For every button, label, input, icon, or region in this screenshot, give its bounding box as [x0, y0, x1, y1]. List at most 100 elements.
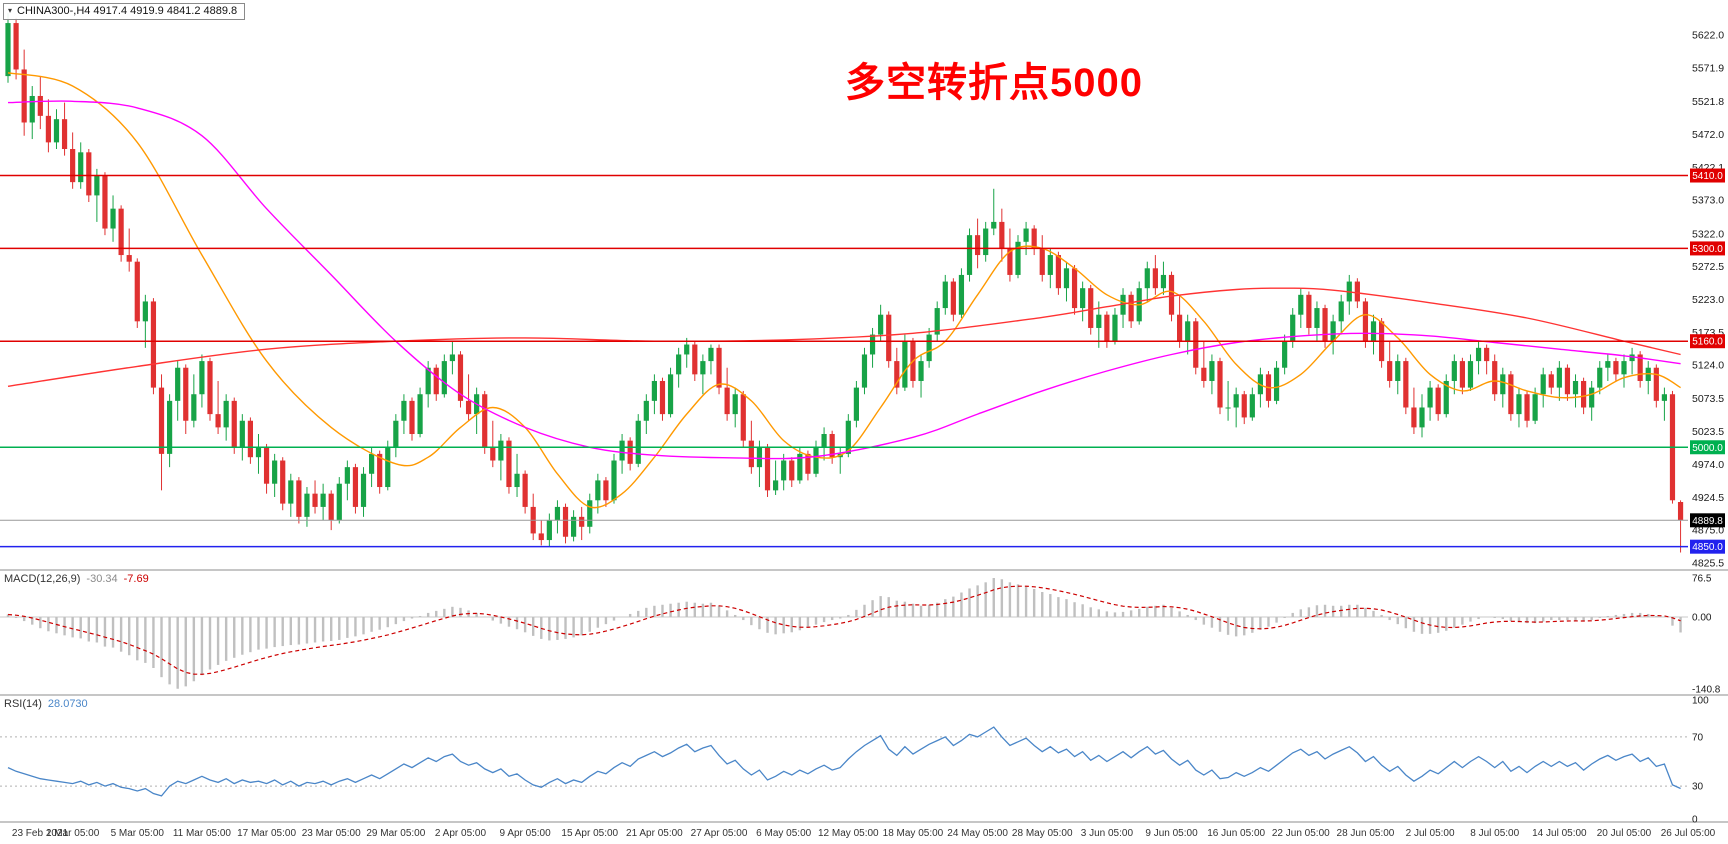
axis-label: 100 — [1692, 696, 1709, 707]
candle — [288, 473, 294, 517]
candle — [587, 493, 593, 534]
candle — [70, 132, 76, 189]
candle — [498, 434, 504, 481]
rsi-value: 28.0730 — [47, 698, 88, 710]
candle — [110, 195, 116, 242]
candle — [579, 506, 585, 541]
candle — [1144, 261, 1150, 302]
candle — [167, 394, 173, 468]
candle — [1661, 387, 1667, 421]
candle — [837, 447, 843, 474]
candle — [1508, 371, 1514, 421]
axis-label: 5300.0 — [1692, 244, 1723, 255]
candle — [732, 387, 738, 428]
time-axis-label: 24 May 05:00 — [947, 828, 1008, 839]
candle — [312, 480, 318, 514]
candle — [538, 520, 544, 546]
candle — [651, 374, 657, 415]
candle — [1152, 255, 1158, 295]
candle — [158, 374, 165, 491]
candle — [1459, 357, 1465, 395]
time-axis-label: 8 Jul 05:00 — [1470, 828, 1519, 839]
axis-label: 5571.9 — [1692, 63, 1724, 75]
candle — [522, 470, 528, 514]
candle — [781, 453, 787, 491]
candle — [280, 457, 286, 511]
level-price-badge — [1690, 168, 1725, 183]
candle — [1031, 225, 1037, 256]
rsi-indicator-label: RSI(14) 28.0730 — [4, 698, 94, 710]
candle — [102, 172, 108, 236]
candle — [1524, 390, 1530, 428]
candle — [659, 377, 666, 421]
candle — [134, 258, 140, 328]
candle — [869, 327, 876, 368]
candle — [191, 374, 197, 428]
candle — [797, 447, 803, 484]
candle — [1427, 380, 1433, 421]
candle — [813, 440, 819, 478]
candle — [1516, 387, 1522, 428]
candle — [352, 463, 359, 514]
candle — [1128, 291, 1134, 328]
candle — [1265, 371, 1272, 408]
macd-panel[interactable]: 76.5 0.00 -140.8 — [0, 573, 1721, 695]
candle — [740, 390, 746, 448]
level-price-badge — [1690, 440, 1725, 455]
time-axis-label: 3 Jun 05:00 — [1081, 828, 1134, 839]
candle — [1443, 374, 1449, 418]
candle — [118, 205, 124, 262]
time-axis-label: 27 Apr 05:00 — [691, 828, 748, 839]
candle — [296, 477, 302, 524]
axis-label: 5160.0 — [1692, 337, 1723, 348]
ma-fast-orange — [7, 72, 1681, 509]
candle — [514, 453, 520, 497]
horizontal-level-lines[interactable]: 5410.0 5300.0 5160.0 5000.0 4850.0 — [0, 168, 1725, 554]
candle — [1177, 294, 1183, 348]
candle — [1475, 341, 1482, 375]
candle — [1589, 380, 1595, 421]
time-axis-label: 14 Jul 05:00 — [1532, 828, 1587, 839]
candle — [304, 487, 310, 527]
axis-label: 76.5 — [1692, 573, 1712, 584]
candle — [385, 440, 391, 491]
candle — [1597, 361, 1603, 395]
axis-label: 5521.8 — [1692, 96, 1724, 108]
axis-label: 5023.5 — [1692, 426, 1724, 438]
time-axis-label: 9 Apr 05:00 — [500, 828, 552, 839]
axis-label: 5124.0 — [1692, 360, 1724, 372]
candle — [999, 208, 1005, 262]
candle — [708, 344, 714, 375]
candle — [328, 490, 334, 531]
candle — [449, 341, 455, 375]
candle — [1395, 354, 1401, 395]
rsi-panel[interactable]: 100 70 30 0 — [0, 696, 1709, 826]
candle — [417, 387, 423, 438]
candle — [1411, 387, 1417, 435]
axis-label: 5410.0 — [1692, 171, 1723, 182]
candle — [1572, 374, 1579, 408]
symbol-ohlc-box[interactable]: ▾ CHINA300-,H4 4917.4 4919.9 4841.2 4889… — [3, 3, 246, 20]
candle — [1540, 367, 1546, 408]
candle — [272, 453, 278, 497]
candle — [1136, 281, 1142, 325]
candle — [1653, 364, 1659, 408]
current-price-line: 4889.8 — [0, 513, 1725, 528]
candle — [667, 367, 674, 418]
candle — [1241, 390, 1247, 425]
axis-label: 4924.5 — [1692, 492, 1724, 504]
candle — [643, 394, 649, 435]
candle — [1209, 354, 1215, 395]
candle — [684, 337, 690, 368]
macd-indicator-label: MACD(12,26,9) -30.34 -7.69 — [4, 573, 155, 585]
time-axis-label: 20 Jul 05:00 — [1597, 828, 1652, 839]
candle — [716, 344, 722, 395]
candle — [247, 417, 253, 464]
candle — [562, 503, 569, 544]
candle — [53, 109, 60, 150]
time-axis-label: 15 Apr 05:00 — [561, 828, 618, 839]
time-axis-label: 28 Jun 05:00 — [1337, 828, 1395, 839]
candle — [1071, 264, 1078, 315]
candle — [1185, 314, 1191, 355]
